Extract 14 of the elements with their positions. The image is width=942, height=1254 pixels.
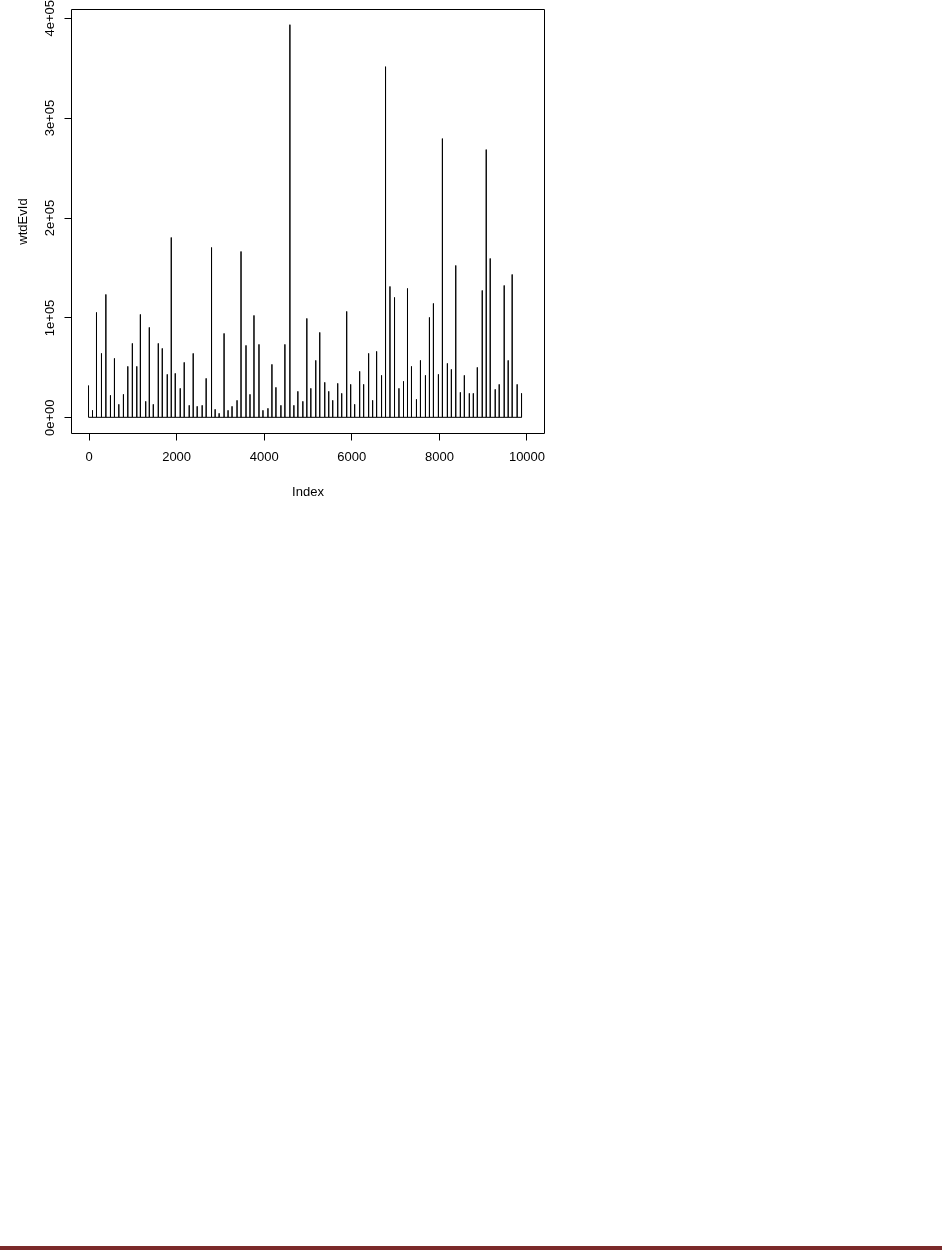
y-tick-label: 2e+05 <box>41 199 57 237</box>
x-tick-label: 4000 <box>249 448 279 464</box>
x-tick-label: 0 <box>85 448 93 464</box>
y-axis-title: wtdEvId <box>14 198 30 246</box>
y-tick-label: 4e+05 <box>41 0 57 37</box>
y-tick-label: 1e+05 <box>41 299 57 337</box>
line-series <box>88 24 523 418</box>
x-tick-label: 8000 <box>424 448 454 464</box>
x-tick-label: 6000 <box>337 448 367 464</box>
x-axis-title: Index <box>292 483 325 499</box>
x-tick-label: 2000 <box>162 448 192 464</box>
y-tick-label: 0e+00 <box>41 399 57 437</box>
x-tick-label: 10000 <box>508 448 546 464</box>
y-tick-label: 3e+05 <box>41 99 57 137</box>
